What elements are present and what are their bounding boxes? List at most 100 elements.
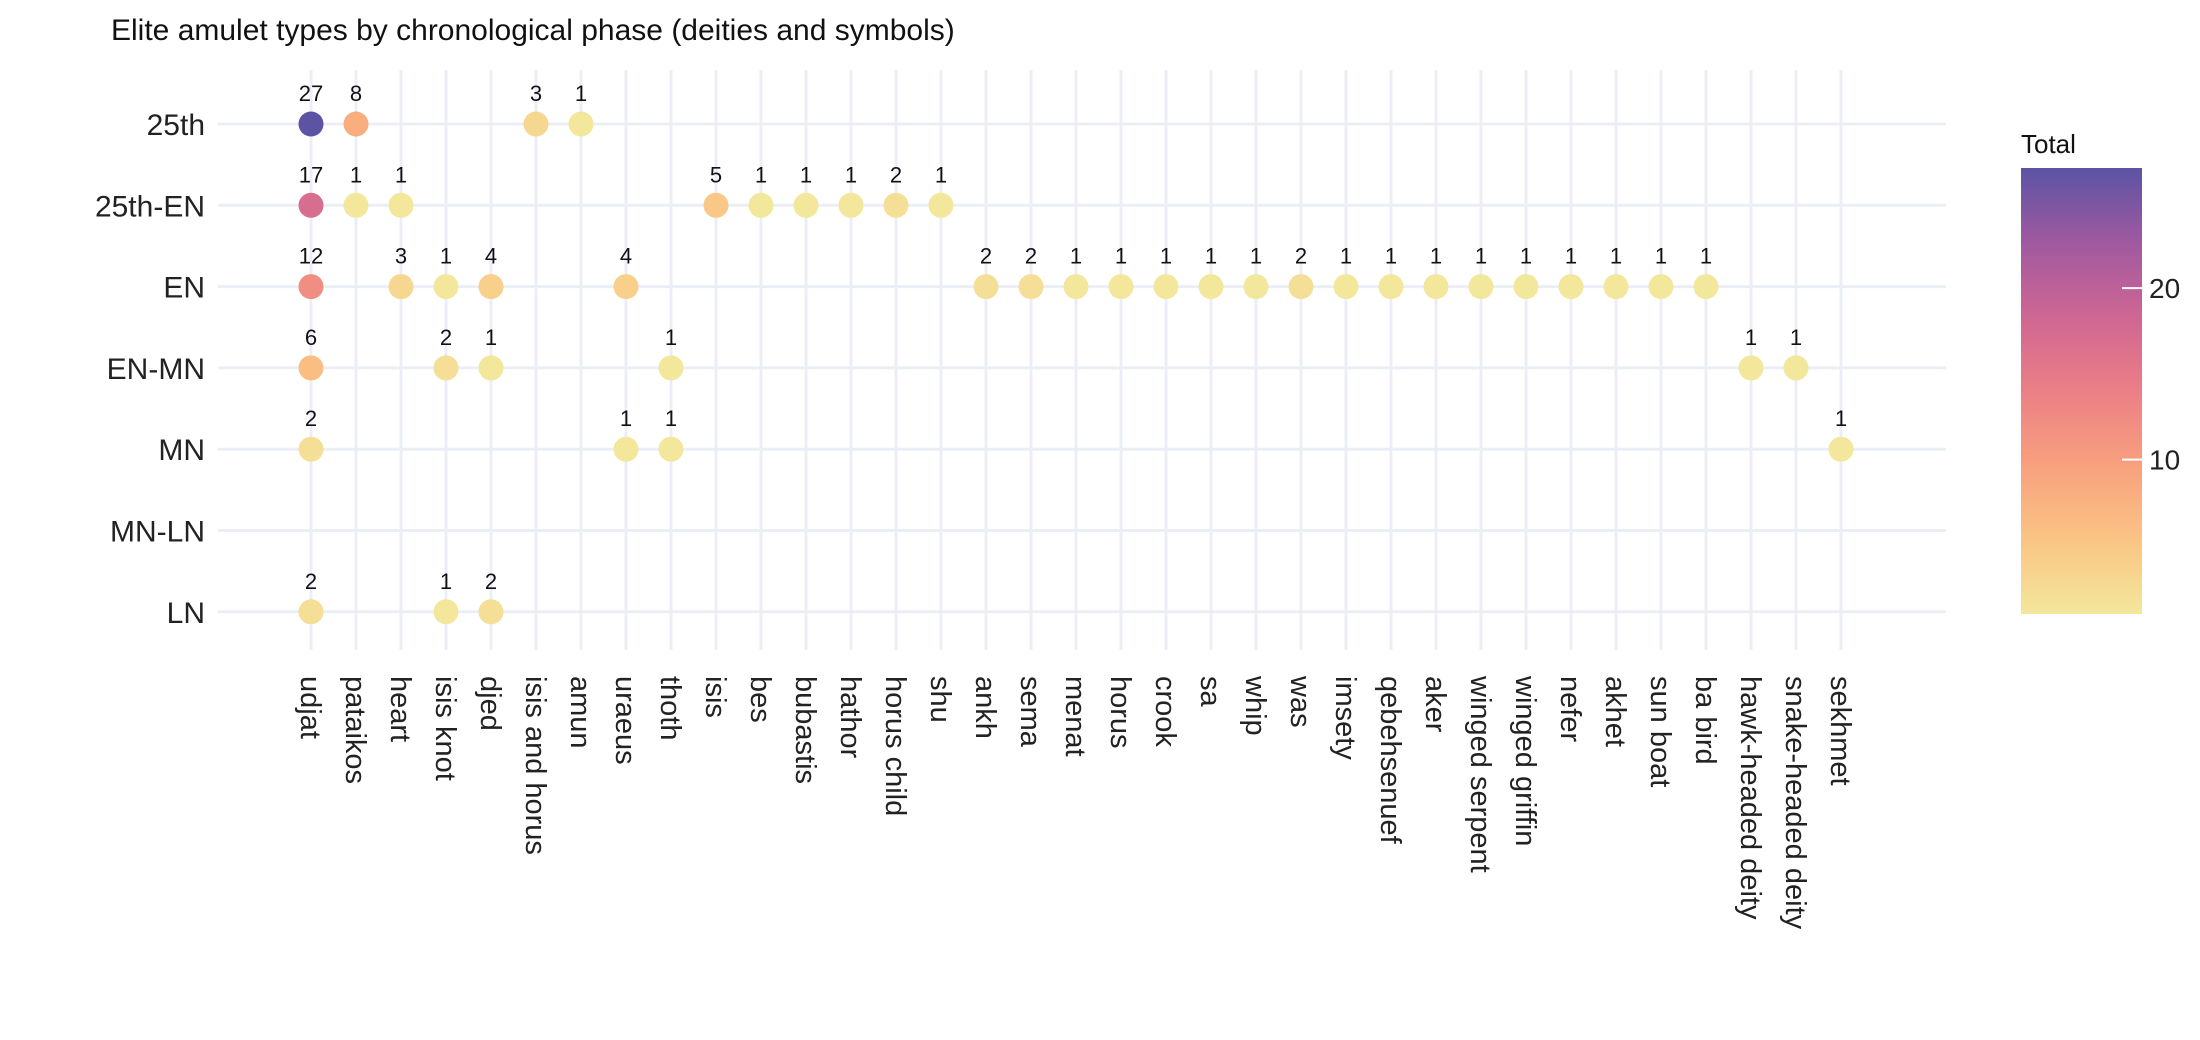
data-point [1693, 274, 1719, 300]
data-point [388, 274, 414, 300]
data-point [613, 436, 639, 462]
grid-lines [218, 70, 1946, 650]
x-tick-label: ankh [969, 676, 1001, 739]
data-point [298, 192, 324, 218]
data-label: 17 [299, 162, 323, 187]
data-point [1153, 274, 1179, 300]
data-label: 1 [485, 325, 497, 350]
data-point [298, 436, 324, 462]
data-point [298, 599, 324, 625]
data-label: 2 [890, 162, 902, 187]
data-label: 1 [1160, 244, 1172, 269]
y-tick-label: EN [163, 272, 205, 305]
data-point [1783, 355, 1809, 381]
x-tick-label: aker [1419, 676, 1451, 733]
data-label: 1 [575, 81, 587, 106]
x-tick-label: sema [1014, 676, 1046, 748]
data-label: 1 [1205, 244, 1217, 269]
data-point [1603, 274, 1629, 300]
data-label: 2 [305, 569, 317, 594]
data-label: 2 [1295, 244, 1307, 269]
data-point [298, 274, 324, 300]
x-tick-label: horus [1104, 676, 1136, 749]
x-tick-label: bubastis [789, 676, 821, 784]
data-label: 1 [1475, 244, 1487, 269]
x-tick-label: whip [1239, 675, 1271, 736]
data-label: 4 [485, 244, 497, 269]
y-tick-label: LN [167, 597, 205, 630]
data-label: 2 [305, 406, 317, 431]
data-point [1063, 274, 1089, 300]
data-points [298, 111, 1854, 625]
x-tick-label: menat [1059, 676, 1091, 757]
data-label: 1 [1070, 244, 1082, 269]
data-label: 1 [1385, 244, 1397, 269]
legend-tick-label: 20 [2149, 273, 2180, 304]
data-label: 1 [1250, 244, 1262, 269]
x-tick-label: shu [924, 676, 956, 723]
data-label: 1 [1835, 406, 1847, 431]
data-point [1828, 436, 1854, 462]
x-tick-label: isis [699, 676, 731, 718]
x-tick-label: horus child [879, 676, 911, 816]
data-label: 1 [1610, 244, 1622, 269]
data-label: 4 [620, 244, 632, 269]
data-label: 2 [980, 244, 992, 269]
data-point [1513, 274, 1539, 300]
data-label: 8 [350, 81, 362, 106]
data-point [1558, 274, 1584, 300]
data-point [568, 111, 594, 137]
x-tick-label: udjat [294, 676, 326, 739]
data-label: 1 [1745, 325, 1757, 350]
data-label: 1 [1340, 244, 1352, 269]
x-tick-label: crook [1149, 676, 1181, 747]
data-labels: 27 8 3 117 1 1 5 1 1 1 2 112 3 1 4 4 2 2 1 1 1 1 1 2 1 1 1 1 1 1 1 1 16 2… [299, 81, 1847, 594]
data-label: 1 [395, 162, 407, 187]
data-label: 6 [305, 325, 317, 350]
x-tick-label: isis and horus [519, 676, 551, 855]
data-point [388, 192, 414, 218]
x-tick-label: thoth [654, 676, 686, 741]
data-point [883, 192, 909, 218]
data-point [1108, 274, 1134, 300]
data-label: 1 [620, 406, 632, 431]
data-point [523, 111, 549, 137]
data-point [793, 192, 819, 218]
data-point [658, 436, 684, 462]
data-label: 1 [1565, 244, 1577, 269]
data-label: 1 [440, 569, 452, 594]
data-label: 2 [1025, 244, 1037, 269]
x-tick-label: ba bird [1689, 676, 1721, 765]
data-point [1423, 274, 1449, 300]
x-tick-label: djed [474, 676, 506, 731]
data-point [478, 599, 504, 625]
x-tick-label: sa [1194, 676, 1226, 708]
data-label: 1 [350, 162, 362, 187]
x-tick-label: sekhmet [1824, 676, 1856, 786]
data-point [1468, 274, 1494, 300]
data-label: 1 [845, 162, 857, 187]
data-point [433, 274, 459, 300]
data-label: 12 [299, 244, 323, 269]
legend-title: Total [2021, 129, 2076, 159]
data-label: 3 [530, 81, 542, 106]
data-point [1018, 274, 1044, 300]
data-point [1243, 274, 1269, 300]
x-tick-label: snake-headed deity [1779, 676, 1811, 930]
y-tick-label: 25th [147, 109, 205, 142]
data-point [1333, 274, 1359, 300]
legend-tick-label: 10 [2149, 445, 2180, 476]
x-tick-label: nefer [1554, 676, 1586, 742]
data-point [748, 192, 774, 218]
data-label: 1 [440, 244, 452, 269]
x-tick-label: uraeus [609, 676, 641, 765]
chart-title: Elite amulet types by chronological phas… [111, 14, 955, 47]
x-tick-label: pataikos [339, 676, 371, 784]
data-point [703, 192, 729, 218]
data-point [298, 355, 324, 381]
x-tick-label: hathor [834, 676, 866, 759]
data-point [1198, 274, 1224, 300]
x-tick-label: amun [564, 676, 596, 749]
data-point [1648, 274, 1674, 300]
